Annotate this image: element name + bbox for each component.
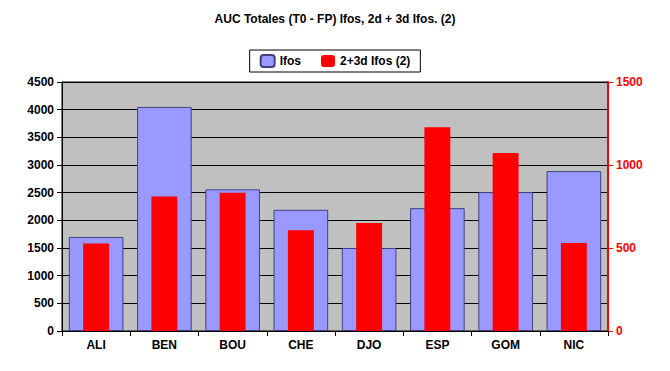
svg-text:500: 500: [616, 241, 636, 255]
svg-text:1500: 1500: [27, 241, 54, 255]
svg-text:ESP: ESP: [425, 338, 449, 352]
svg-text:2+3d Ifos (2): 2+3d Ifos (2): [340, 54, 410, 68]
svg-text:2000: 2000: [27, 213, 54, 227]
svg-text:GOM: GOM: [491, 338, 520, 352]
svg-text:4000: 4000: [27, 103, 54, 117]
svg-text:Ifos: Ifos: [280, 54, 302, 68]
svg-text:NIC: NIC: [564, 338, 585, 352]
svg-text:4500: 4500: [27, 75, 54, 89]
svg-text:1000: 1000: [27, 269, 54, 283]
svg-text:0: 0: [47, 324, 54, 338]
svg-text:ALI: ALI: [86, 338, 105, 352]
svg-text:1500: 1500: [616, 75, 643, 89]
svg-text:1000: 1000: [616, 158, 643, 172]
svg-text:CHE: CHE: [288, 338, 313, 352]
svg-text:3500: 3500: [27, 130, 54, 144]
svg-text:0: 0: [616, 324, 623, 338]
svg-text:DJO: DJO: [357, 338, 382, 352]
svg-text:500: 500: [34, 296, 54, 310]
svg-text:3000: 3000: [27, 158, 54, 172]
svg-text:BOU: BOU: [219, 338, 246, 352]
svg-text:2500: 2500: [27, 186, 54, 200]
svg-text:BEN: BEN: [152, 338, 177, 352]
svg-text:AUC Totales (T0 - FP) Ifos, 2d: AUC Totales (T0 - FP) Ifos, 2d + 3d Ifos…: [215, 12, 456, 26]
